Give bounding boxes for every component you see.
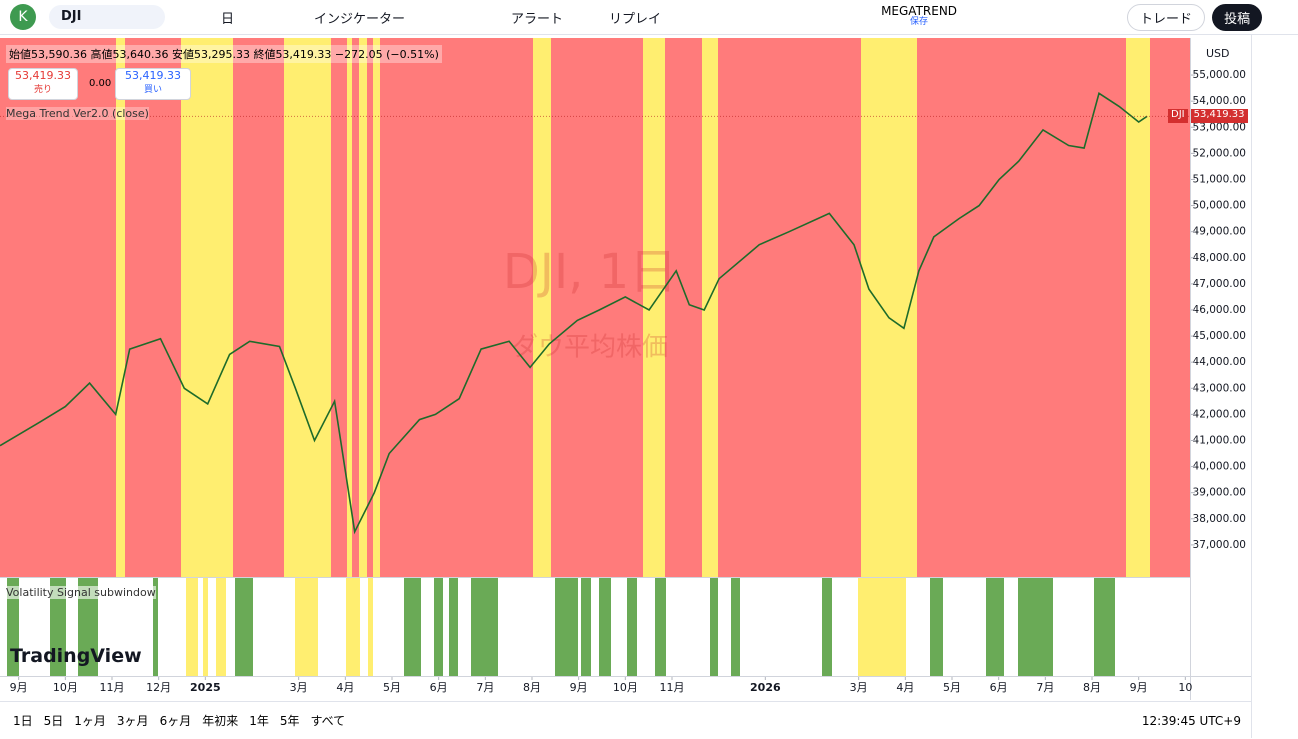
spread: 0.00 — [89, 78, 112, 89]
indicator-label: Mega Trend Ver2.0 (close) — [6, 107, 149, 120]
x-tick-label: 11月 — [660, 681, 685, 694]
y-tick-label: 41,000.00 — [1193, 434, 1246, 446]
x-tick-label: 6月 — [430, 681, 448, 694]
time-range[interactable]: 1ヶ月 — [74, 714, 106, 728]
x-tick-label: 12月 — [146, 681, 171, 694]
y-tick-label: 39,000.00 — [1193, 487, 1246, 499]
y-tick-label: 53,000.00 — [1193, 121, 1246, 133]
time-range[interactable]: 6ヶ月 — [159, 714, 192, 728]
x-tick-label: 7月 — [1036, 681, 1054, 694]
y-tick-label: 48,000.00 — [1193, 252, 1246, 264]
ohlc-legend: 始値53,590.36 高値53,640.36 安値53,295.33 終値53… — [6, 45, 442, 63]
y-tick-label: 46,000.00 — [1193, 304, 1246, 316]
x-tick-label: 3月 — [290, 681, 308, 694]
background-bands — [0, 0, 1252, 738]
sub-green — [7, 578, 1115, 676]
avatar[interactable]: K — [10, 4, 36, 30]
tag-symbol: DJI — [1168, 109, 1188, 124]
sell-box[interactable]: 53,419.33 売り — [8, 68, 78, 100]
trade-button[interactable]: トレード — [1127, 3, 1206, 31]
x-tick-label: 3月 — [850, 681, 868, 694]
indicators[interactable]: インジケーター — [314, 11, 406, 27]
y-tick-label: 54,000.00 — [1193, 95, 1246, 107]
x-tick-label: 8月 — [523, 681, 541, 694]
sub-yellow — [186, 578, 906, 676]
time-ranges: 1日 5日 1ヶ月 3ヶ月 6ヶ月 年初来 1年 5年 すべて — [13, 712, 356, 729]
x-tick-label: 10月 — [53, 681, 78, 694]
buy-box[interactable]: 53,419.33 買い — [115, 68, 191, 100]
y-tick-label: 43,000.00 — [1193, 382, 1246, 394]
time-range[interactable]: 1日 — [13, 714, 33, 728]
subwindow-label: Volatility Signal subwindow — [6, 586, 156, 599]
sell-price: 53,419.33 — [15, 69, 71, 82]
x-tick-label: 4月 — [336, 681, 354, 694]
x-tick-label: 10 — [1178, 681, 1192, 694]
x-tick-label: 6月 — [990, 681, 1008, 694]
y-tick-label: 37,000.00 — [1193, 539, 1246, 551]
time-range[interactable]: 5日 — [43, 714, 64, 728]
publish-button[interactable]: 投稿 — [1212, 3, 1263, 31]
toolbar: K DJI 日 インジケーター アラート リプレイ MEGATREND 保存 ト… — [0, 0, 1298, 35]
trend-bg — [0, 38, 1190, 577]
x-tick-label: 9月 — [570, 681, 588, 694]
x-tick-label: 5月 — [383, 681, 401, 694]
layout-name: MEGATREND — [881, 4, 958, 18]
time-range[interactable]: すべて — [310, 714, 346, 728]
y-tick-label: 44,000.00 — [1193, 356, 1246, 368]
x-tick-label: 10月 — [613, 681, 638, 694]
price-line — [0, 92, 1148, 535]
time-range[interactable]: 5年 — [279, 714, 300, 728]
x-tick-label: 7月 — [476, 681, 494, 694]
time-range[interactable]: 年初来 — [202, 714, 239, 728]
y-tick-label: 42,000.00 — [1193, 408, 1246, 420]
layout-state: 保存 — [910, 17, 929, 27]
layout[interactable]: MEGATREND 保存 — [881, 4, 958, 28]
symbol-search[interactable]: DJI — [49, 5, 165, 29]
watermark-name: ダウ平均株価 — [512, 333, 668, 363]
sell-label: 売り — [33, 85, 52, 95]
y-tick-label: 55,000.00 — [1193, 69, 1246, 81]
y-tick-label: 50,000.00 — [1193, 200, 1246, 212]
logo[interactable]: TradingView — [10, 645, 142, 667]
replay[interactable]: リプレイ — [609, 11, 662, 27]
tag-price: 53,419.33 — [1190, 109, 1248, 124]
x-tick-label: 9月 — [10, 681, 28, 694]
y-tick-label: 45,000.00 — [1193, 330, 1246, 342]
y-tick-label: 49,000.00 — [1193, 226, 1246, 238]
y-tick-label: 47,000.00 — [1193, 278, 1246, 290]
x-tick-label: 2026 — [750, 681, 781, 694]
interval[interactable]: 日 — [221, 11, 235, 27]
y-tick-label: 51,000.00 — [1193, 173, 1246, 185]
x-tick-label: 8月 — [1083, 681, 1101, 694]
x-tick-label: 11月 — [100, 681, 125, 694]
x-tick-label: 9月 — [1130, 681, 1148, 694]
clock: 12:39:45 UTC+9 — [1141, 713, 1241, 728]
right-sidebar — [1253, 35, 1298, 738]
x-tick-label: 2025 — [190, 681, 221, 694]
plot: 37,000.00 38,000.00 39,000.00 40,000.00 41,0… — [0, 69, 1246, 694]
alert[interactable]: アラート — [511, 11, 564, 27]
x-tick-label: 5月 — [943, 681, 961, 694]
yellow-bands — [116, 38, 1150, 577]
watermark-symbol: DJI, 1日 — [503, 244, 677, 300]
x-tick-label: 4月 — [896, 681, 914, 694]
y-tick-label: 52,000.00 — [1193, 147, 1246, 159]
y-tick-label: 40,000.00 — [1193, 461, 1246, 473]
time-range[interactable]: 3ヶ月 — [116, 714, 149, 728]
time-range[interactable]: 1年 — [249, 714, 269, 728]
price-tag: DJI 53,419.33 — [1168, 109, 1248, 124]
currency: USD — [1206, 47, 1230, 60]
y-tick-label: 38,000.00 — [1193, 513, 1246, 525]
bottom-bar: 1日 5日 1ヶ月 3ヶ月 6ヶ月 年初来 1年 5年 すべて 12:39:45 UTC+9 — [0, 701, 1251, 739]
buy-label: 買い — [143, 85, 162, 95]
buy-price: 53,419.33 — [125, 69, 181, 82]
